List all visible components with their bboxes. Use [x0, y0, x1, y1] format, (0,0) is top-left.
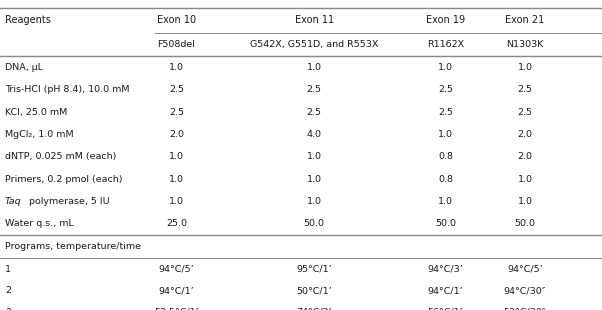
Text: 2.0: 2.0: [169, 130, 184, 139]
Text: 94°C/30″: 94°C/30″: [504, 286, 546, 295]
Text: 1.0: 1.0: [307, 197, 321, 206]
Text: 1.0: 1.0: [438, 197, 453, 206]
Text: 50°C/1’: 50°C/1’: [296, 286, 332, 295]
Text: Primers, 0.2 pmol (each): Primers, 0.2 pmol (each): [5, 175, 122, 184]
Text: 3: 3: [5, 308, 11, 310]
Text: 2: 2: [5, 286, 11, 295]
Text: 1.0: 1.0: [307, 63, 321, 72]
Text: 50.0: 50.0: [435, 219, 456, 228]
Text: N1303K: N1303K: [506, 40, 544, 49]
Text: 1.0: 1.0: [169, 152, 184, 162]
Text: 1.0: 1.0: [169, 197, 184, 206]
Text: dNTP, 0.025 mM (each): dNTP, 0.025 mM (each): [5, 152, 116, 162]
Text: 50.0: 50.0: [304, 219, 324, 228]
Text: Tris-HCl (pH 8.4), 10.0 mM: Tris-HCl (pH 8.4), 10.0 mM: [5, 85, 129, 95]
Text: 1.0: 1.0: [518, 197, 532, 206]
Text: KCl, 25.0 mM: KCl, 25.0 mM: [5, 108, 67, 117]
Text: 1: 1: [5, 264, 11, 274]
Text: Programs, temperature/time: Programs, temperature/time: [5, 242, 141, 251]
Text: 94°C/1’: 94°C/1’: [158, 286, 194, 295]
Text: F508del: F508del: [158, 40, 195, 49]
Text: 94°C/3’: 94°C/3’: [427, 264, 464, 274]
Text: polymerase, 5 IU: polymerase, 5 IU: [26, 197, 110, 206]
Text: 2.5: 2.5: [169, 85, 184, 95]
Text: 0.8: 0.8: [438, 175, 453, 184]
Text: MgCl₂, 1.0 mM: MgCl₂, 1.0 mM: [5, 130, 73, 139]
Text: 2.5: 2.5: [307, 108, 321, 117]
Text: Exon 21: Exon 21: [505, 16, 545, 25]
Text: 50.0: 50.0: [515, 219, 535, 228]
Text: Taq: Taq: [5, 197, 22, 206]
Text: 2.5: 2.5: [438, 108, 453, 117]
Text: 94°C/1’: 94°C/1’: [427, 286, 464, 295]
Text: 2.5: 2.5: [518, 108, 532, 117]
Text: 1.0: 1.0: [169, 175, 184, 184]
Text: 52.5°C/1’: 52.5°C/1’: [154, 308, 199, 310]
Text: 1.0: 1.0: [438, 130, 453, 139]
Text: 1.0: 1.0: [169, 63, 184, 72]
Text: 2.5: 2.5: [169, 108, 184, 117]
Text: 1.0: 1.0: [307, 175, 321, 184]
Text: 56°C/1’: 56°C/1’: [427, 308, 464, 310]
Text: Water q.s., mL: Water q.s., mL: [5, 219, 73, 228]
Text: 2.5: 2.5: [438, 85, 453, 95]
Text: Reagents: Reagents: [5, 16, 51, 25]
Text: DNA, μL: DNA, μL: [5, 63, 43, 72]
Text: 2.5: 2.5: [518, 85, 532, 95]
Text: 1.0: 1.0: [438, 63, 453, 72]
Text: 95°C/1’: 95°C/1’: [296, 264, 332, 274]
Text: Exon 11: Exon 11: [295, 16, 334, 25]
Text: 0.8: 0.8: [438, 152, 453, 162]
Text: 94°C/5’: 94°C/5’: [158, 264, 194, 274]
Text: 1.0: 1.0: [518, 175, 532, 184]
Text: 2.0: 2.0: [518, 152, 532, 162]
Text: R1162X: R1162X: [427, 40, 464, 49]
Text: Exon 10: Exon 10: [157, 16, 196, 25]
Text: 4.0: 4.0: [307, 130, 321, 139]
Text: 25.0: 25.0: [166, 219, 187, 228]
Text: 1.0: 1.0: [307, 152, 321, 162]
Text: 2.0: 2.0: [518, 130, 532, 139]
Text: 1.0: 1.0: [518, 63, 532, 72]
Text: 74°C/2’: 74°C/2’: [296, 308, 332, 310]
Text: 2.5: 2.5: [307, 85, 321, 95]
Text: Exon 19: Exon 19: [426, 16, 465, 25]
Text: 94°C/5’: 94°C/5’: [507, 264, 543, 274]
Text: 53°C/30″: 53°C/30″: [504, 308, 546, 310]
Text: G542X, G551D, and R553X: G542X, G551D, and R553X: [250, 40, 379, 49]
